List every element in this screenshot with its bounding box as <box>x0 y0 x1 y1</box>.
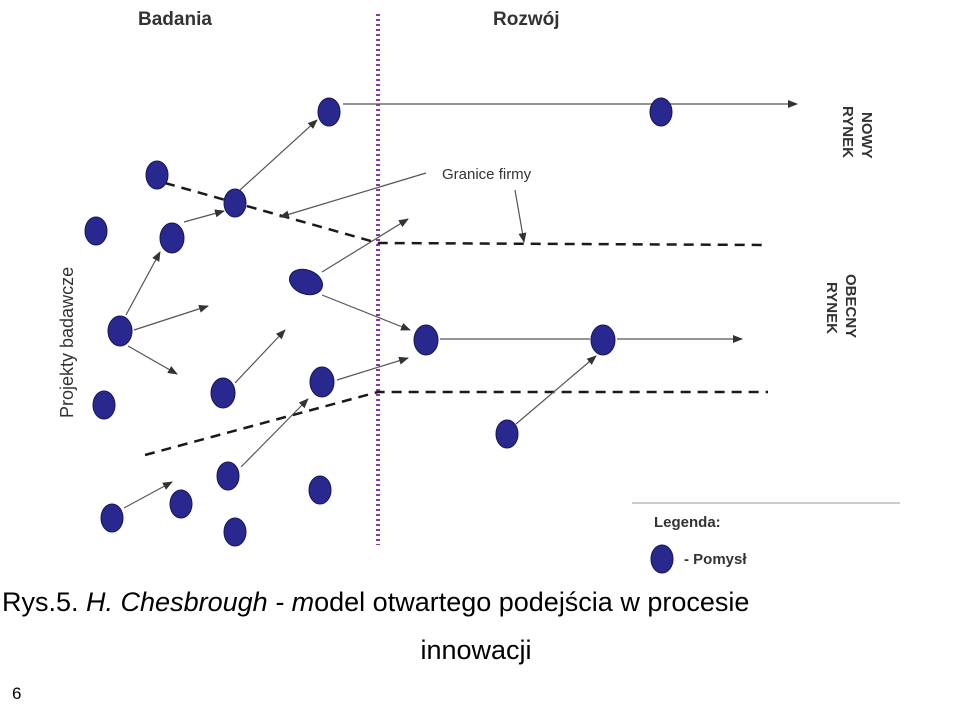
header-rozwoj: Rozwój <box>493 9 560 30</box>
caption-prefix: Rys.5. <box>2 587 87 617</box>
caption-italic: H. Chesbrough - m <box>86 587 315 617</box>
new-market-line1: NOWY <box>858 112 875 159</box>
legend: Legenda: - Pomysł <box>632 502 900 574</box>
idea-node <box>107 315 133 347</box>
figure-caption-line2: innowacji <box>420 635 532 665</box>
project-arrow <box>515 355 597 425</box>
idea-node <box>159 222 185 254</box>
new-market-line2: RYNEK <box>839 106 856 158</box>
project-arrow <box>183 209 225 223</box>
idea-node <box>216 461 240 491</box>
project-arrow <box>240 398 309 468</box>
idea-node <box>317 97 341 127</box>
project-arrow <box>321 218 409 273</box>
idea-node <box>413 324 439 356</box>
header-badania: Badania <box>138 9 212 30</box>
project-arrow <box>123 481 173 509</box>
lower-boundary-line <box>144 390 768 457</box>
legend-title: Legenda: <box>654 514 721 531</box>
idea-node <box>649 97 673 127</box>
new-market-label: NOWY RYNEK <box>839 106 875 159</box>
projekty-badawcze-label: Projekty badawcze <box>57 267 77 418</box>
idea-node <box>223 188 247 218</box>
page-number: 6 <box>12 684 22 703</box>
boundary-pointer-arrow <box>514 189 527 243</box>
project-arrow <box>321 294 411 331</box>
project-arrow <box>239 119 318 191</box>
legend-item-label: - Pomysł <box>684 551 747 568</box>
idea-node <box>100 503 124 533</box>
project-arrow <box>125 251 161 316</box>
idea-node <box>289 268 323 296</box>
current-market-label: OBECNY RYNEK <box>823 274 859 338</box>
current-market-line2: RYNEK <box>823 282 840 334</box>
idea-node <box>145 160 169 190</box>
idea-node <box>495 419 519 449</box>
idea-nodes <box>84 97 673 547</box>
project-arrow <box>234 329 286 384</box>
idea-node <box>169 489 193 519</box>
idea-node <box>308 475 332 505</box>
boundary-pointer-arrow <box>279 172 427 219</box>
idea-node <box>590 324 616 356</box>
boundary-pointers <box>279 172 527 243</box>
legend-idea-node <box>650 544 674 574</box>
figure-caption: Rys.5. H. Chesbrough - model otwartego p… <box>2 586 960 618</box>
idea-node <box>223 517 247 547</box>
current-market-line1: OBECNY <box>842 274 859 338</box>
project-arrow <box>127 345 178 375</box>
idea-node <box>210 377 236 409</box>
idea-node <box>84 216 108 246</box>
project-arrow <box>336 356 409 381</box>
project-arrows <box>123 100 798 509</box>
caption-rest: odel otwartego podejścia w procesie <box>314 587 750 617</box>
idea-node <box>309 366 335 398</box>
upper-boundary-line <box>164 181 769 247</box>
idea-node <box>92 390 116 420</box>
granice-firmy-label: Granice firmy <box>442 166 532 183</box>
company-boundary <box>144 181 769 457</box>
project-arrow <box>133 304 209 331</box>
